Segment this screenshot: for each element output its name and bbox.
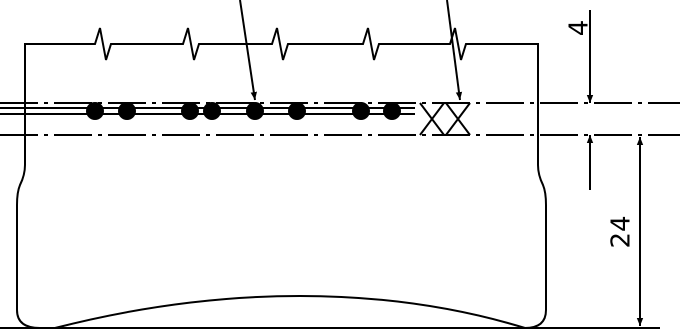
bar-dots bbox=[86, 102, 401, 120]
dimension-label: 4 bbox=[565, 20, 595, 37]
cross-marks bbox=[419, 102, 471, 136]
top-outline bbox=[24, 27, 539, 165]
dimension-label: 24 bbox=[607, 215, 637, 248]
body-outline bbox=[16, 164, 547, 330]
leader-arrow bbox=[239, 0, 257, 101]
leader-arrow bbox=[446, 0, 463, 101]
